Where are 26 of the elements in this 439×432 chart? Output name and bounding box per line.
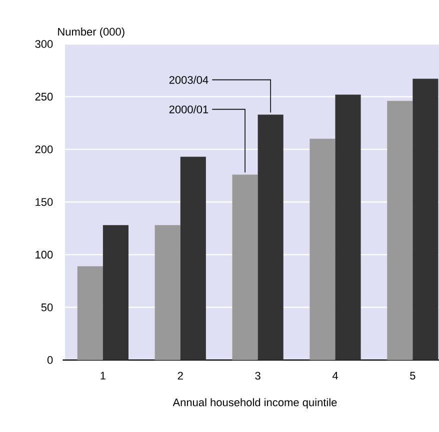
- bar: [412, 78, 438, 360]
- bar: [180, 156, 206, 360]
- bar: [102, 225, 128, 360]
- bar: [154, 225, 180, 360]
- y-tick-label: 150: [36, 198, 53, 206]
- bar: [77, 266, 103, 360]
- x-tick-label: 1: [100, 372, 106, 380]
- y-tick-label: 200: [35, 145, 53, 154]
- y-tick-label: 0: [47, 356, 53, 364]
- x-tick-label: 2: [178, 372, 183, 380]
- y-tick-label: 50: [41, 303, 53, 312]
- x-tick-label: 5: [410, 372, 416, 380]
- bar: [387, 100, 413, 360]
- x-axis-title: Annual household income quintile: [172, 398, 337, 408]
- y-tick-label: 100: [36, 250, 53, 259]
- text: 2003/04: [169, 76, 208, 84]
- bar: [258, 114, 284, 360]
- x-tick-label: 3: [255, 372, 260, 380]
- y-tick-label: 250: [35, 92, 53, 101]
- bar: [335, 94, 361, 360]
- y-tick-label: 300: [35, 40, 53, 48]
- x-tick-label: 4: [332, 372, 338, 380]
- y-axis-title: Number (000): [58, 28, 124, 38]
- bar: [310, 138, 336, 360]
- bar: [232, 174, 258, 360]
- text: 2000/01: [169, 105, 208, 114]
